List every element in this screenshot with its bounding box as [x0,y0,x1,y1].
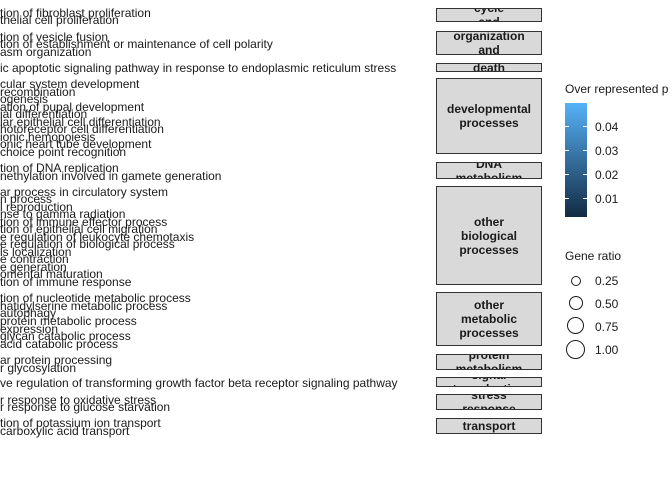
color-tick-mark [583,126,587,127]
facet-strip: cycle and [436,8,542,22]
color-tick-mark [565,150,569,151]
color-tick-mark [565,174,569,175]
size-legend-circle [569,296,583,310]
facet-strip: cell organization and biogenesis [436,31,542,55]
size-legend-circle [571,276,581,286]
facet-strip: death [436,63,542,72]
term-label: tion of DNA replication [0,161,119,175]
color-tick-mark [583,198,587,199]
term-label: tion of immune effector process [0,215,168,229]
term-label: onic heart tube development [0,137,152,151]
facet-strip: other metabolic processes [436,292,542,346]
facet-strip: other biological processes [436,186,542,285]
size-legend-label: 0.75 [595,320,619,334]
term-label: recombination [0,85,76,99]
facet-label: protein metabolism [455,354,523,370]
facet-label: developmental processes [446,102,532,130]
term-label: thelial cell proliferation [0,13,119,27]
term-label: carboxylic acid transport [0,424,130,438]
term-label: acid catabolic process [0,337,119,351]
term-label: ve regulation of transforming growth fac… [0,376,398,390]
facet-strip: signal transduction [436,377,542,387]
color-tick-mark [565,198,569,199]
color-tick-label: 0.03 [595,144,619,158]
size-legend-label: 0.25 [595,274,619,288]
term-label: e regulation of biological process [0,237,175,251]
term-label: e generation [0,260,67,274]
term-label: lar epithelial cell differentiation [0,115,161,129]
size-legend-circle [566,340,585,359]
size-legend-label: 1.00 [595,343,619,357]
term-label: n process [0,192,53,206]
term-label: expression [0,322,59,336]
term-label: omental maturation [0,267,103,281]
term-label: tion of epithelial cell migration [0,222,158,236]
facet-label: signal transduction [453,378,526,386]
term-label: ial differentiation [0,107,88,121]
term-label: ar protein processing [0,353,113,367]
color-legend-title: Over represented p [565,82,669,96]
term-label: ar process in circulatory system [0,185,169,199]
facet-strip: stress response [436,394,542,410]
term-label: glycan catabolic process [0,329,131,343]
color-legend-bar [565,103,587,217]
color-tick-label: 0.04 [595,120,619,134]
term-label: hotoreceptor cell differentiation [0,122,164,136]
term-label: tion of immune response [0,275,132,289]
facet-strip: DNA metabolism [436,162,542,179]
color-tick-mark [565,126,569,127]
color-tick-label: 0.01 [595,192,619,206]
term-label: tion of fibroblast proliferation [0,6,151,20]
term-label: e contraction [0,252,69,266]
term-label: r response to oxidative stress [0,393,157,407]
term-label: tion of establishment or maintenance of … [0,37,273,51]
term-label: l reproduction [0,200,73,214]
facet-strip: protein metabolism [436,354,542,370]
facet-label: DNA metabolism [455,162,523,179]
facet-label: other metabolic processes [459,298,519,340]
term-label: r response to glucose starvation [0,400,171,414]
facet-label: transport [462,419,516,433]
color-tick-label: 0.02 [595,168,619,182]
term-label: tion of nucleotide metabolic process [0,291,191,305]
term-label: ls localization [0,245,72,259]
facet-label: other biological processes [459,214,519,257]
term-label: r glycosylation [0,361,77,375]
term-label: protein metabolic process [0,314,137,328]
term-label: hatidylserine metabolic process [0,299,168,313]
facet-label: cycle and [473,8,505,22]
color-tick-mark [583,174,587,175]
term-label: tion of vesicle fusion [0,30,109,44]
facet-label: cell organization and biogenesis [453,31,525,55]
size-legend-label: 0.50 [595,297,619,311]
term-label: ionic hemopoiesis [0,130,96,144]
facet-label: stress response [462,394,516,410]
size-legend-circle [567,317,584,334]
color-tick-mark [583,150,587,151]
term-label: nse to gamma radiation [0,207,126,221]
term-label: nethylation involved in gamete generatio… [0,169,222,183]
facet-strip: transport [436,418,542,434]
term-label: ic apoptotic signaling pathway in respon… [0,61,397,75]
facet-strip: developmental processes [436,78,542,154]
term-label: ation of pupal development [0,100,145,114]
term-label: tion of potassium ion transport [0,416,161,430]
term-label: ogenesis [0,92,49,106]
facet-label: death [472,63,505,72]
size-legend-title: Gene ratio [565,249,622,263]
term-label: autophagy [0,306,57,320]
term-label: cular system development [0,77,140,91]
term-label: e regulation of leukocyte chemotaxis [0,230,195,244]
term-label: choice point recognition [0,145,127,159]
term-label: asm organization [0,45,92,59]
